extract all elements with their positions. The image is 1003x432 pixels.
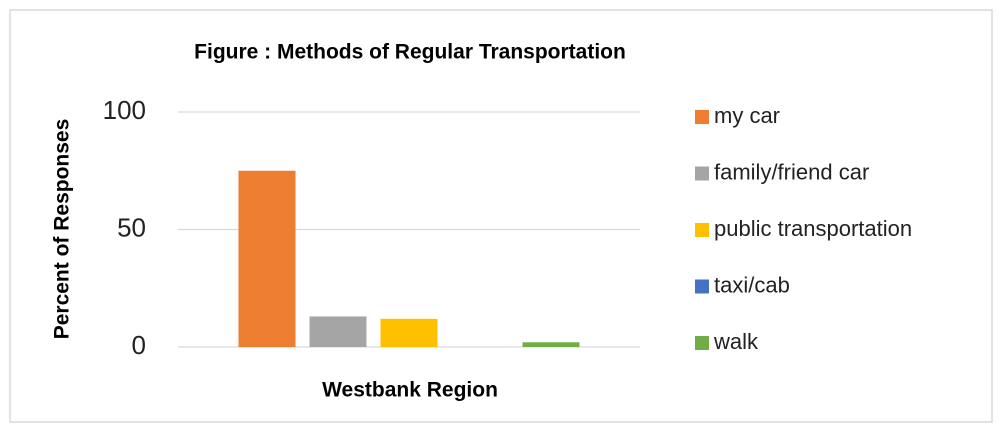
y-tick-label: 100 <box>103 95 146 125</box>
legend-label: taxi/cab <box>714 272 790 297</box>
x-axis-label: Westbank Region <box>322 379 498 402</box>
bar <box>522 342 580 347</box>
legend-label: family/friend car <box>714 159 869 184</box>
y-axis-label: Percent of Responses <box>51 119 74 340</box>
legend-swatch <box>695 223 709 237</box>
legend-label: walk <box>713 329 759 354</box>
legend-label: my car <box>714 103 780 128</box>
chart-title: Figure : Methods of Regular Transportati… <box>194 41 626 64</box>
bar <box>380 318 438 347</box>
chart-border <box>9 9 993 423</box>
bar <box>238 170 296 347</box>
y-tick-label: 50 <box>117 212 146 242</box>
legend-swatch <box>695 110 709 124</box>
legend-swatch <box>695 336 709 350</box>
legend-swatch <box>695 279 709 294</box>
legend-label: public transportation <box>714 216 912 241</box>
y-tick-label: 0 <box>132 330 146 360</box>
legend-swatch <box>695 166 709 181</box>
bar <box>309 316 367 347</box>
